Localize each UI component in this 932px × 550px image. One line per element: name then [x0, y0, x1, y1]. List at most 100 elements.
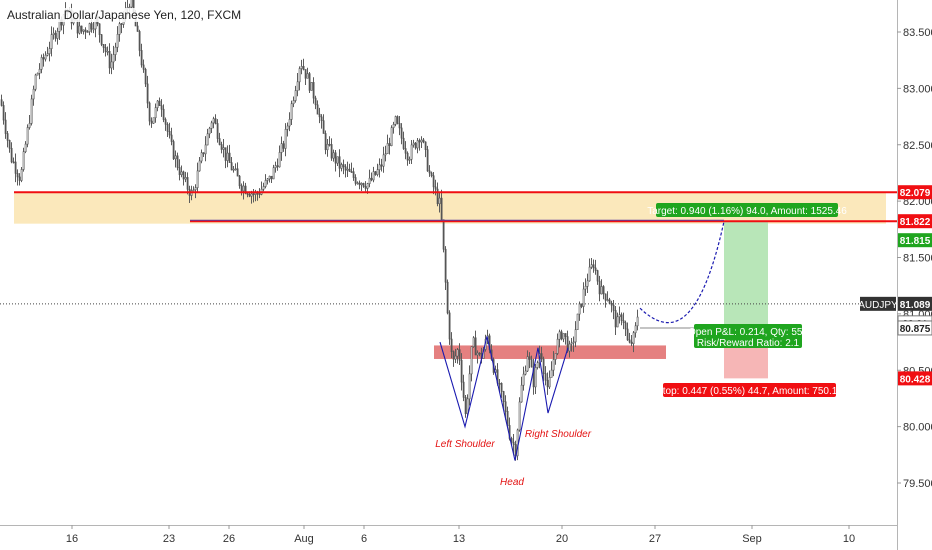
candle [438, 192, 441, 213]
candle [632, 331, 635, 353]
target-badge-bg [656, 203, 838, 217]
x-tick-label: 23 [163, 533, 175, 545]
candle-body [428, 170, 431, 174]
candle-body [618, 314, 621, 318]
x-tick-label: 20 [556, 533, 568, 545]
candle-body [2, 105, 5, 121]
candle-body [258, 193, 261, 196]
candle [550, 361, 553, 378]
candle [176, 152, 179, 171]
candle-body [242, 185, 245, 192]
candle-body [118, 23, 121, 35]
candle [16, 169, 19, 186]
candle [230, 157, 233, 171]
candle [348, 163, 351, 172]
candle-body [196, 170, 199, 188]
candle-body [248, 193, 251, 197]
candle-body [420, 139, 423, 143]
candle [100, 34, 103, 47]
candle [308, 71, 311, 94]
candle-body [418, 140, 421, 143]
candle [144, 67, 147, 88]
candle [332, 149, 335, 162]
candle-body [366, 183, 369, 189]
candle-body [600, 286, 603, 295]
candle-body [230, 162, 233, 171]
candle [418, 138, 421, 151]
candle-body [590, 264, 593, 268]
candle-body [148, 102, 151, 122]
candle [226, 145, 229, 168]
candle-body [334, 152, 337, 164]
candle [202, 152, 205, 158]
candle-body [144, 69, 147, 85]
candle-body [560, 331, 563, 340]
candle-body [398, 123, 401, 129]
chart-title: Australian Dollar/Japanese Yen, 120, FXC… [5, 8, 244, 22]
candle-body [34, 74, 37, 90]
candle-body [290, 103, 293, 120]
candle [412, 139, 415, 148]
candle [386, 134, 389, 154]
candle-body [244, 185, 247, 194]
candle-body [98, 23, 101, 35]
candle [588, 258, 591, 282]
candle [596, 269, 599, 285]
candle-body [338, 156, 341, 169]
candle-body [200, 152, 203, 162]
candle-body [176, 155, 179, 168]
candle-body [310, 82, 313, 91]
candle [368, 169, 371, 188]
candle-body [182, 171, 185, 180]
candle-body [300, 66, 303, 69]
candle [478, 352, 481, 357]
candle [468, 365, 471, 406]
candle-body [394, 116, 397, 125]
candle [80, 25, 83, 34]
candle-body [442, 219, 445, 250]
candle [54, 30, 57, 42]
candle [528, 352, 531, 369]
candle [34, 73, 37, 92]
candle [442, 219, 445, 253]
candle [56, 27, 59, 45]
candle-body [502, 391, 505, 403]
candle-body [400, 127, 403, 139]
candle [406, 151, 409, 166]
candle [214, 114, 217, 125]
candle-body [86, 31, 89, 33]
candle-body [344, 166, 347, 171]
candle-body [476, 352, 479, 356]
candle-body [460, 359, 463, 383]
candle [318, 107, 321, 124]
candle-body [92, 28, 95, 31]
candle [376, 163, 379, 177]
candle [522, 366, 525, 391]
candle [24, 141, 27, 154]
candle [504, 395, 507, 420]
candle [572, 336, 575, 352]
candle-body [374, 171, 377, 175]
candle [120, 22, 123, 34]
candle [18, 173, 21, 186]
candle-body [328, 143, 331, 146]
candle-body [6, 133, 9, 141]
candle [396, 115, 399, 125]
stop-badge-bg [663, 383, 836, 397]
candle [36, 72, 39, 76]
candle [312, 77, 315, 104]
candle [570, 338, 573, 352]
candle [636, 309, 639, 331]
candle [286, 122, 289, 137]
candle [116, 26, 119, 53]
candle-body [384, 153, 387, 156]
candle-body [388, 143, 391, 147]
candle-body [386, 143, 389, 154]
open-pnl-badge-text: Open P&L: 0.214, Qty: 559 [688, 327, 809, 338]
candle [298, 66, 301, 91]
candle [166, 122, 169, 137]
target-badge-text: Target: 0.940 (1.16%) 94.0, Amount: 1525… [647, 206, 847, 217]
candle-body [408, 158, 411, 161]
candle [542, 356, 545, 382]
